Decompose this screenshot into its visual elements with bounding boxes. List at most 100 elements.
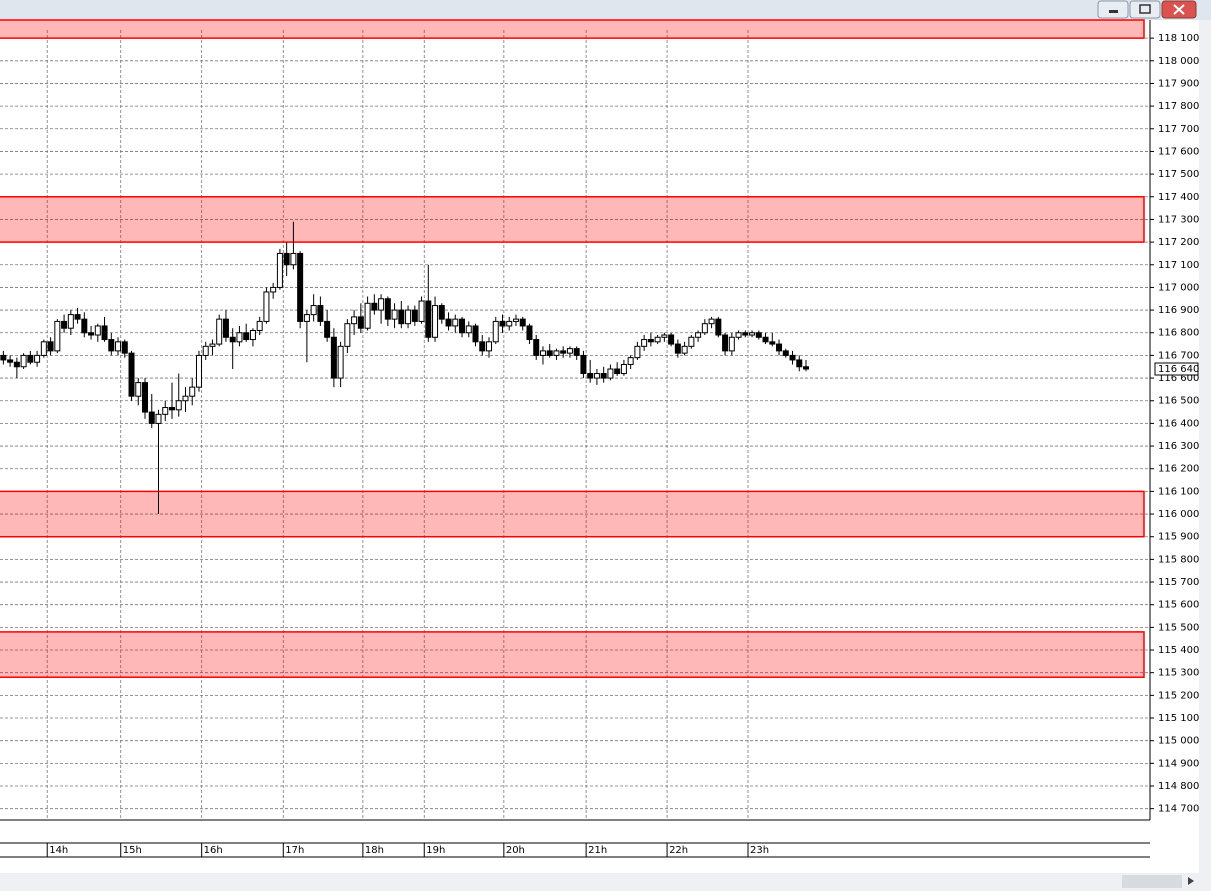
candle-body	[674, 343, 681, 354]
candle-body	[182, 395, 189, 402]
y-tick-label: 116 100	[1158, 486, 1199, 497]
candle-body	[40, 341, 47, 356]
vertical-scrollbar[interactable]	[1199, 20, 1211, 873]
candle-body	[0, 354, 7, 361]
candle-body	[337, 345, 344, 379]
candle-body	[668, 334, 675, 345]
zone	[0, 631, 1145, 678]
candle-body	[128, 352, 135, 397]
candle-body	[762, 336, 769, 343]
horizontal-scrollbar[interactable]	[0, 873, 1211, 891]
candle-body	[101, 325, 108, 341]
candle-body	[776, 343, 783, 352]
scroll-thumb[interactable]	[1122, 875, 1182, 888]
candle-body	[94, 325, 101, 336]
candle-body	[243, 332, 250, 341]
candle-body	[34, 354, 41, 363]
y-tick-label: 118 100	[1158, 33, 1199, 44]
candle-body	[256, 320, 263, 331]
candle-body	[61, 320, 68, 329]
y-tick-label: 115 900	[1158, 532, 1199, 543]
candle-body	[67, 314, 74, 329]
candle-body	[546, 350, 553, 356]
candle-body	[479, 341, 486, 352]
candle-body	[216, 318, 223, 345]
candle-body	[229, 336, 236, 343]
scroll-arrow[interactable]	[1188, 877, 1194, 885]
y-tick-label: 115 500	[1158, 622, 1199, 633]
candle-body	[533, 339, 540, 356]
candle-body	[681, 345, 688, 354]
candle-body	[512, 318, 519, 322]
candle-body	[270, 286, 277, 293]
x-tick-label: 14h	[49, 845, 68, 856]
y-tick-label: 116 400	[1158, 418, 1199, 429]
restore-button[interactable]	[1129, 0, 1161, 19]
candle-body	[445, 318, 452, 327]
candle-body	[539, 350, 546, 356]
y-tick-label: 116 900	[1158, 305, 1199, 316]
y-tick-label: 117 800	[1158, 101, 1199, 112]
candle-body	[742, 332, 749, 336]
candle-body	[371, 302, 378, 311]
y-tick-label: 116 800	[1158, 328, 1199, 339]
candle-body	[13, 361, 20, 368]
candle-body	[566, 348, 573, 354]
candle-body	[573, 348, 580, 356]
y-tick-label: 116 000	[1158, 509, 1199, 520]
y-tick-label: 117 400	[1158, 192, 1199, 203]
candle-body	[364, 302, 371, 329]
candle-body	[560, 350, 567, 354]
x-tick-label: 19h	[426, 845, 445, 856]
y-tick-label: 114 900	[1158, 758, 1199, 769]
candle-body	[384, 298, 391, 320]
candle-body	[330, 336, 337, 379]
zone	[0, 490, 1145, 538]
candle-body	[351, 316, 358, 325]
candle-body	[175, 400, 182, 411]
y-tick-label: 116 300	[1158, 441, 1199, 452]
candle-body	[142, 382, 149, 413]
y-tick-label: 115 200	[1158, 690, 1199, 701]
candle-body	[492, 320, 499, 343]
candle-body	[263, 291, 270, 322]
window-buttons[interactable]	[1097, 0, 1197, 19]
candle-body	[620, 363, 627, 375]
candle-body	[283, 252, 290, 266]
candle-body	[593, 373, 600, 379]
candle-body	[324, 320, 331, 338]
candle-body	[88, 332, 95, 336]
candle-body	[317, 305, 324, 322]
y-tick-label: 117 200	[1158, 237, 1199, 248]
x-tick-label: 22h	[669, 845, 688, 856]
y-tick-label: 117 500	[1158, 169, 1199, 180]
candle-body	[303, 314, 310, 322]
candle-body	[438, 305, 445, 320]
candle-body	[782, 350, 789, 356]
candle-body	[249, 329, 256, 341]
candle-body	[654, 336, 661, 343]
y-tick-label: 118 000	[1158, 56, 1199, 67]
candle-body	[425, 300, 432, 338]
candle-body	[432, 305, 439, 338]
candle-body	[27, 354, 34, 363]
x-tick-label: 17h	[285, 845, 304, 856]
candle-body	[81, 318, 88, 334]
candle-body	[796, 359, 803, 368]
candle-body	[391, 309, 398, 320]
candle-body	[701, 323, 708, 334]
candle-body	[222, 318, 229, 338]
candle-body	[418, 300, 425, 322]
candles	[0, 221, 810, 515]
y-tick-label: 116 700	[1158, 350, 1199, 361]
y-tick-label: 117 000	[1158, 282, 1199, 293]
candle-body	[519, 318, 526, 327]
minimize-button[interactable]	[1097, 0, 1129, 19]
candle-body	[378, 298, 385, 311]
restore-icon	[1139, 4, 1151, 14]
candle-body	[465, 325, 472, 334]
candle-body	[688, 336, 695, 347]
zone	[0, 19, 1145, 39]
candle-body	[722, 334, 729, 352]
